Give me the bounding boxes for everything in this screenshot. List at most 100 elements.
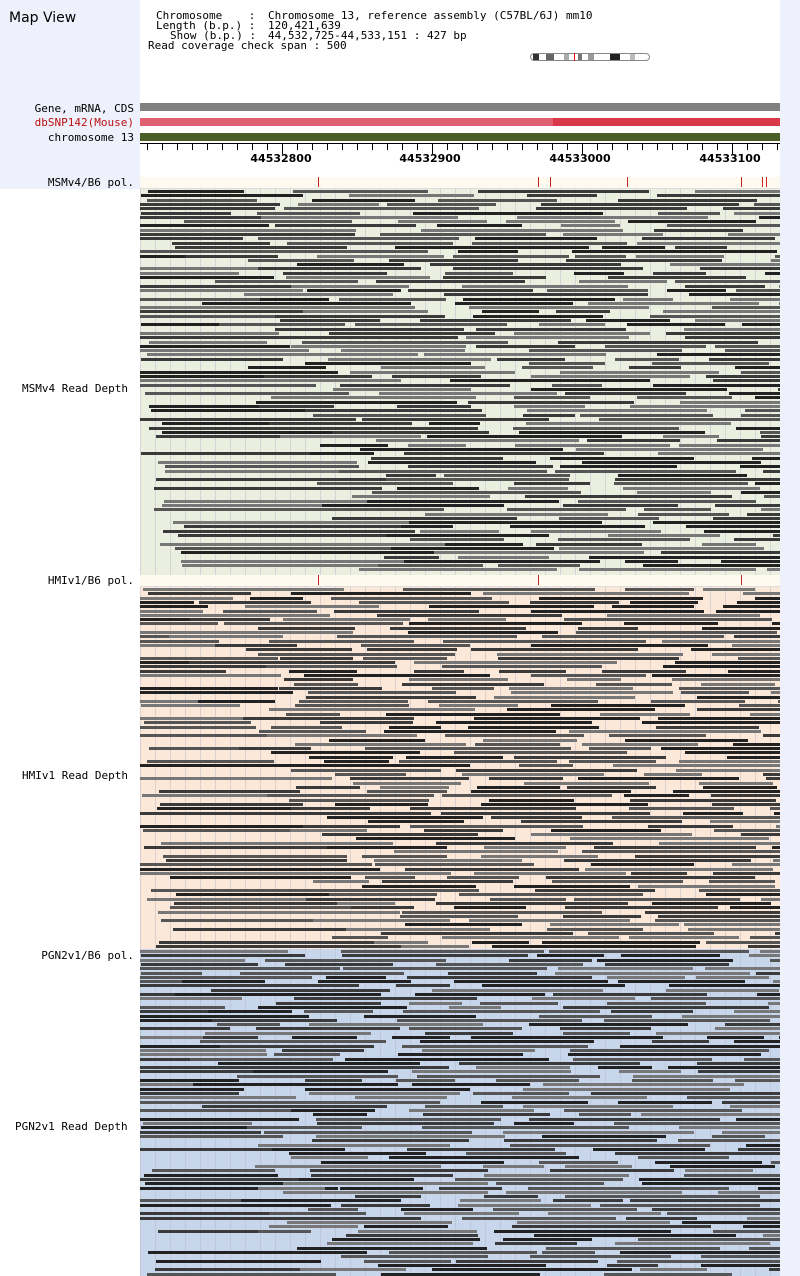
read <box>563 858 752 862</box>
read <box>154 508 410 512</box>
grid-line <box>740 949 741 1276</box>
read <box>682 811 744 815</box>
read <box>598 417 783 421</box>
read <box>254 1165 442 1168</box>
read <box>483 592 690 596</box>
read <box>623 297 674 301</box>
dbsnp-track-bar[interactable] <box>140 118 780 126</box>
read <box>540 202 739 206</box>
msmv4-pol-strip <box>140 177 780 189</box>
read <box>497 652 684 656</box>
read <box>413 211 604 215</box>
snp-mark <box>741 177 742 187</box>
read <box>714 1027 800 1031</box>
read <box>140 267 291 271</box>
read <box>652 521 800 525</box>
hmiv1-read-depth-panel[interactable] <box>140 587 800 949</box>
read <box>409 538 505 542</box>
read <box>401 1208 474 1211</box>
read <box>145 1182 295 1186</box>
read <box>707 1036 764 1039</box>
grid-line <box>350 587 351 949</box>
read <box>298 699 408 703</box>
read <box>169 906 394 910</box>
read <box>254 250 429 254</box>
grid-line <box>320 949 321 1276</box>
read <box>290 768 441 772</box>
read <box>174 546 429 550</box>
read <box>146 760 274 763</box>
chromosome-ideogram-icon[interactable] <box>530 53 650 61</box>
read <box>615 357 680 361</box>
read <box>514 443 670 447</box>
read <box>405 867 579 871</box>
grid-line <box>380 949 381 1276</box>
read <box>672 678 795 682</box>
read <box>140 1126 258 1130</box>
read <box>279 319 381 322</box>
read <box>406 1147 555 1151</box>
read <box>280 435 421 439</box>
read <box>455 768 638 772</box>
read <box>439 1186 502 1190</box>
read <box>638 512 729 516</box>
snp-mark <box>762 177 763 187</box>
read <box>462 1216 617 1220</box>
grid-line <box>485 949 486 1276</box>
read <box>145 392 315 396</box>
read <box>456 1259 598 1263</box>
read <box>513 1122 574 1125</box>
read <box>320 443 389 447</box>
read <box>381 366 485 370</box>
read <box>140 613 331 617</box>
read <box>305 695 477 699</box>
read <box>151 1169 276 1173</box>
read <box>628 807 734 811</box>
chromosome-track-bar[interactable] <box>140 133 780 141</box>
grid-line <box>710 587 711 949</box>
grid-line <box>395 949 396 1276</box>
read <box>312 413 486 417</box>
read <box>652 1040 710 1044</box>
read <box>651 1208 800 1211</box>
read <box>564 618 772 622</box>
read <box>140 1079 239 1082</box>
read <box>223 622 404 626</box>
read <box>162 422 324 426</box>
read <box>329 738 425 742</box>
read <box>140 306 309 310</box>
read <box>721 1130 800 1134</box>
read <box>529 1255 671 1259</box>
read <box>735 1079 786 1082</box>
read <box>156 478 393 482</box>
read <box>367 790 448 794</box>
read <box>140 357 283 361</box>
read <box>666 988 780 992</box>
read <box>285 962 394 966</box>
ruler-tick <box>567 144 568 150</box>
msmv4-read-depth-panel[interactable] <box>140 189 800 575</box>
read <box>409 1027 523 1031</box>
read <box>341 954 528 958</box>
read <box>155 435 338 439</box>
read <box>156 944 432 948</box>
read <box>483 1173 630 1177</box>
read <box>498 564 581 568</box>
read <box>644 910 800 914</box>
read <box>539 1160 618 1164</box>
pgn2v1-read-depth-panel[interactable] <box>140 949 800 1276</box>
read <box>444 271 514 275</box>
read <box>161 503 396 507</box>
grid-line <box>185 949 186 1276</box>
read <box>140 958 246 962</box>
read <box>258 652 455 656</box>
read <box>329 893 438 897</box>
read <box>402 1010 600 1014</box>
read <box>477 785 560 789</box>
read <box>683 1173 800 1177</box>
read <box>597 1066 652 1070</box>
read <box>241 1199 402 1203</box>
chromosome-track-label: chromosome 13 <box>47 131 134 144</box>
gene-track-bar[interactable] <box>140 103 780 111</box>
read <box>140 665 290 669</box>
